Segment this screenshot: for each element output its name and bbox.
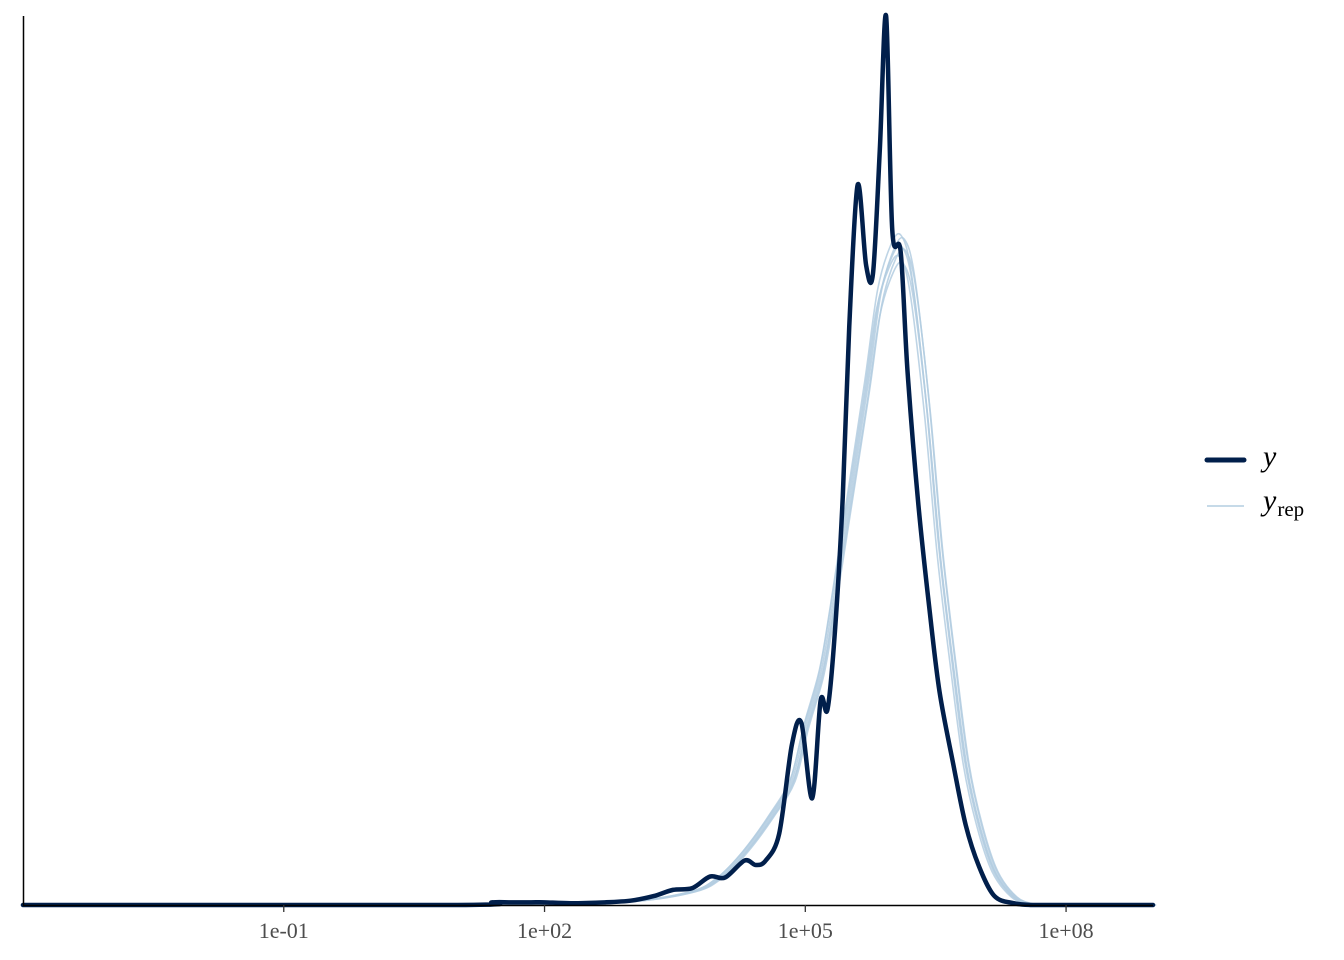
x-axis-ticks: 1e-01 1e+02 1e+05 1e+08: [259, 905, 1094, 943]
yrep-density-lines: [20, 232, 1157, 906]
legend-label-yrep-subscript: rep: [1277, 497, 1304, 521]
x-tick-label: 1e+08: [1038, 918, 1093, 943]
yrep-density-line: [21, 232, 1152, 906]
x-tick-label: 1e+05: [778, 918, 833, 943]
yrep-density-line: [24, 261, 1155, 906]
x-tick-label: 1e+02: [517, 918, 572, 943]
x-tick-label: 1e-01: [259, 918, 309, 943]
legend-label-yrep-main: y: [1260, 484, 1277, 517]
legend-label-yrep: yrep: [1260, 484, 1304, 521]
yrep-density-line: [25, 236, 1156, 906]
yrep-density-line: [23, 244, 1153, 906]
legend: y yrep: [1204, 440, 1304, 521]
yrep-density-line: [26, 248, 1157, 906]
y-density-line: [20, 12, 1156, 908]
plot-area: [20, 12, 1157, 908]
legend-label-y: y: [1260, 440, 1277, 473]
yrep-density-line: [20, 254, 1151, 906]
